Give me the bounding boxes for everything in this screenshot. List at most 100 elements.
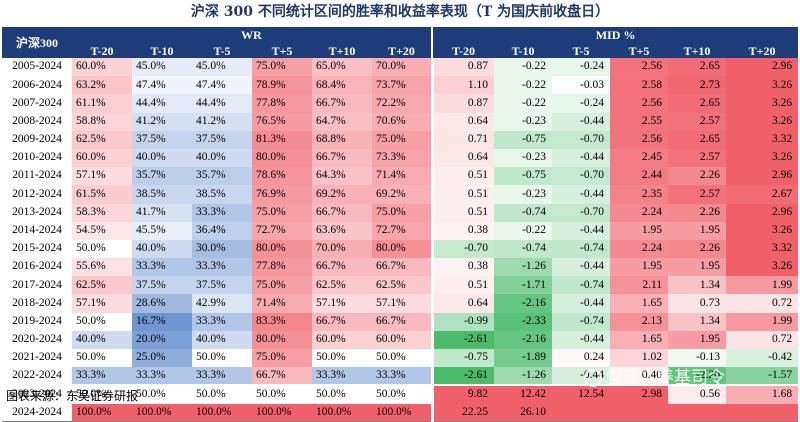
wr-cell: 58.8% <box>72 112 132 131</box>
period-cell: 2024-2024 <box>2 403 72 422</box>
mid-cell: -0.44 <box>552 185 611 204</box>
mid-cell: -0.44 <box>552 294 611 313</box>
wr-cell: 41.7% <box>132 203 192 222</box>
mid-cell: -0.74 <box>552 239 611 259</box>
wr-cell: 80.0% <box>372 239 433 259</box>
mid-cell: 2.56 <box>610 130 669 149</box>
mid-column-header: T-5 <box>552 43 611 58</box>
mid-cell: -1.26 <box>494 258 553 277</box>
mid-cell: 3.26 <box>726 94 799 113</box>
wr-cell: 80.0% <box>252 330 312 349</box>
mid-cell: -0.75 <box>494 130 553 149</box>
wr-cell: 72.7% <box>252 221 312 240</box>
wr-cell: 72.7% <box>372 221 433 240</box>
wr-column-header: T-20 <box>72 43 132 58</box>
wr-cell: 100.0% <box>252 403 312 422</box>
wr-cell: 63.2% <box>72 76 132 95</box>
wr-cell: 62.5% <box>312 276 372 295</box>
wr-cell: 40.0% <box>192 148 252 168</box>
table-row: 2009-2024 62.5% 37.5% 37.5% 81.3% 68.8% 75.0% 0… <box>2 130 799 149</box>
mid-cell: -1.57 <box>726 367 799 386</box>
mid-cell: 12.54 <box>552 384 611 404</box>
mid-cell: 2.26 <box>668 203 727 222</box>
wr-cell: 37.5% <box>132 130 192 149</box>
mid-cell: 2.13 <box>610 312 669 331</box>
wr-cell: 60.0% <box>372 330 433 349</box>
wr-cell: 60.0% <box>72 148 132 168</box>
mid-cell: 0.51 <box>430 276 495 295</box>
wr-cell: 40.0% <box>132 148 192 168</box>
wr-cell: 30.0% <box>192 239 252 259</box>
wr-cell: 66.7% <box>312 148 372 168</box>
wr-cell: 83.3% <box>252 312 312 331</box>
mid-cell: 2.57 <box>668 185 727 204</box>
table-row: 2020-2024 40.0% 20.0% 40.0% 80.0% 60.0% 60.0% -… <box>2 330 799 349</box>
mid-cell: 2.45 <box>610 148 669 168</box>
mid-cell: 0.24 <box>552 349 611 368</box>
wr-column-header: T+20 <box>372 43 433 58</box>
mid-cell: -0.70 <box>552 167 611 186</box>
wr-cell: 80.0% <box>252 239 312 259</box>
mid-cell <box>552 403 611 422</box>
mid-cell: 2.65 <box>668 58 727 77</box>
header-group-row: 沪深300 WR MID % <box>2 27 799 58</box>
mid-cell: 3.26 <box>726 76 799 95</box>
wr-cell: 62.5% <box>372 276 433 295</box>
mid-cell: 2.58 <box>610 76 669 95</box>
mid-cell: -2.16 <box>494 330 553 349</box>
wr-cell: 81.3% <box>252 130 312 149</box>
mid-cell: -0.22 <box>494 94 553 113</box>
mid-cell: -0.23 <box>494 112 553 131</box>
period-cell: 2018-2024 <box>2 294 72 313</box>
mid-cell: 2.55 <box>610 112 669 131</box>
wr-cell: 50.0% <box>72 384 132 404</box>
mid-cell: 3.32 <box>726 130 799 149</box>
wr-cell: 50.0% <box>372 349 433 368</box>
wr-cell: 33.3% <box>132 367 192 386</box>
mid-cell: 2.44 <box>610 167 669 186</box>
wr-cell: 35.7% <box>192 167 252 186</box>
table-row: 2013-2024 58.3% 41.7% 33.3% 75.0% 66.7% 75.0% 0… <box>2 203 799 222</box>
wr-cell: 55.6% <box>72 258 132 277</box>
mid-cell: -2.33 <box>494 312 553 331</box>
mid-cell: 0.73 <box>668 294 727 313</box>
mid-cell: -0.22 <box>494 58 553 77</box>
mid-cell: 2.11 <box>610 276 669 295</box>
wr-cell: 58.3% <box>72 203 132 222</box>
wr-cell: 65.0% <box>312 58 372 77</box>
mid-cell: -0.74 <box>552 276 611 295</box>
period-cell: 2019-2024 <box>2 312 72 331</box>
wr-cell: 42.9% <box>192 294 252 313</box>
wr-cell: 50.0% <box>72 239 132 259</box>
wr-cell: 37.5% <box>192 276 252 295</box>
wr-cell: 47.4% <box>132 76 192 95</box>
mid-cell: 3.26 <box>726 112 799 131</box>
wr-cell: 73.3% <box>372 148 433 168</box>
snowball-logo-icon <box>584 369 602 387</box>
table-row: 2024-2024 100.0% 100.0% 100.0% 100.0% 100.0% 1… <box>2 403 799 422</box>
period-cell: 2005-2024 <box>2 58 72 77</box>
wr-cell: 33.3% <box>192 203 252 222</box>
wr-cell: 66.7% <box>372 258 433 277</box>
wr-cell: 75.0% <box>252 58 312 77</box>
wr-cell: 66.7% <box>252 367 312 386</box>
mid-cell: 0.51 <box>430 185 495 204</box>
table-row: 2019-2024 50.0% 16.7% 33.3% 83.3% 66.7% 66.7% -… <box>2 312 799 331</box>
wr-group-header: WR <box>72 27 433 43</box>
wr-cell: 70.0% <box>312 239 372 259</box>
wr-cell: 77.8% <box>252 258 312 277</box>
mid-cell: -0.44 <box>552 258 611 277</box>
mid-cell: -0.23 <box>494 185 553 204</box>
table-row: 2012-2024 61.5% 38.5% 38.5% 76.9% 69.2% 69.2% 0… <box>2 185 799 204</box>
wr-cell: 33.3% <box>192 367 252 386</box>
mid-cell: 1.34 <box>668 276 727 295</box>
table-row: 2023-2024 50.0% 50.0% 50.0% 50.0% 50.0% 50.0% 9… <box>2 384 799 404</box>
wr-column-header: T+10 <box>312 43 372 58</box>
mid-cell: 9.82 <box>430 384 495 404</box>
wr-cell: 41.2% <box>132 112 192 131</box>
mid-cell: 2.57 <box>668 148 727 168</box>
wr-column-header: T+5 <box>252 43 312 58</box>
mid-cell: 3.26 <box>726 221 799 240</box>
wr-cell: 76.5% <box>252 112 312 131</box>
wr-cell: 66.7% <box>312 312 372 331</box>
